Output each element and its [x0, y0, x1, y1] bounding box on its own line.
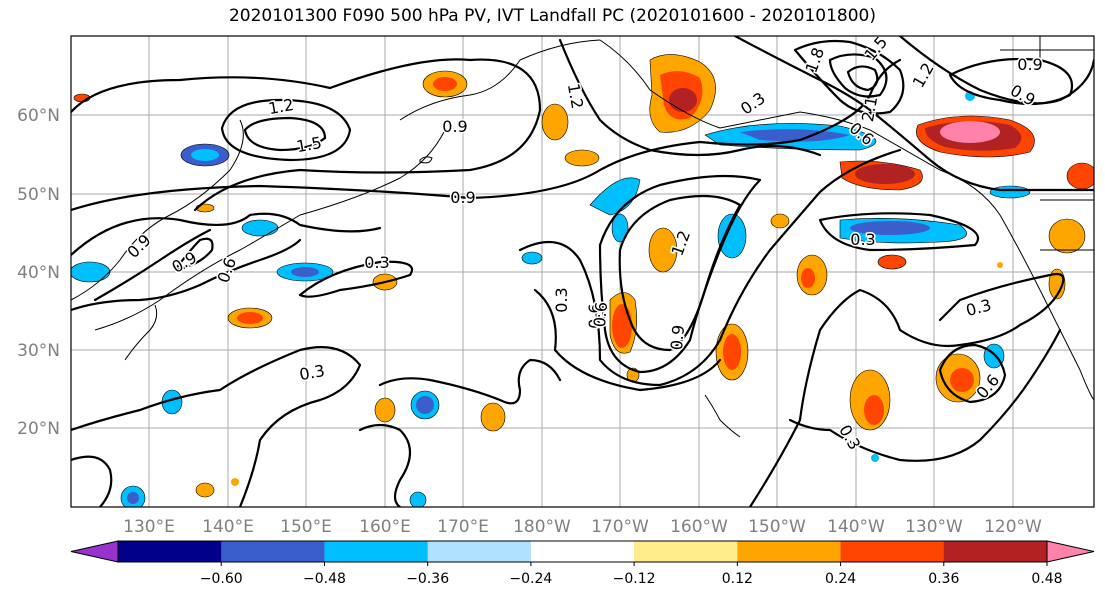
colorbar-tick-label: −0.36: [406, 571, 449, 587]
colorbar-tick-label: −0.12: [613, 571, 656, 587]
map-plot-area: 1.21.50.90.91.21.8 1.51.22.10.90.90.30.60…: [70, 35, 1095, 508]
colorbar-outline: [117, 540, 1048, 563]
contour-label: 2.1: [858, 95, 881, 123]
lon-label: 170°W: [591, 517, 649, 537]
lat-label: 30°N: [17, 341, 60, 361]
lon-label: 160°W: [670, 517, 728, 537]
lon-label: 120°W: [984, 517, 1042, 537]
colorbar-extend-high: [1046, 540, 1095, 563]
colorbar-tick-label: 0.48: [1031, 571, 1062, 587]
contour-label: 0.3: [552, 287, 571, 312]
pv-negative-shading: [71, 91, 1031, 507]
contour-label: 0.9: [667, 324, 688, 351]
colorbar-bin: [634, 541, 738, 562]
colorbar-bin: [118, 541, 222, 562]
lon-label: 180°W: [513, 517, 571, 537]
lon-label: 140°E: [202, 517, 254, 537]
lon-label: 140°W: [827, 517, 885, 537]
contour-label: 0.6: [590, 301, 611, 328]
lat-label: 40°N: [17, 263, 60, 283]
lat-label: 20°N: [17, 419, 60, 439]
lat-label: 50°N: [17, 185, 60, 205]
lat-label: 60°N: [17, 106, 60, 126]
pv-contours: [71, 36, 1094, 507]
colorbar-tick-label: −0.60: [200, 571, 243, 587]
colorbar: −0.60 −0.48 −0.36 −0.24 −0.12 0.12 0.24 0.36 0.4…: [70, 540, 1095, 587]
colorbar-tick-label: 0.12: [722, 571, 753, 587]
colorbar-bin: [427, 541, 532, 562]
lon-label: 150°E: [280, 517, 332, 537]
lon-label: 160°E: [359, 517, 411, 537]
colorbar-bin: [943, 541, 1048, 562]
lon-label: 170°E: [437, 517, 489, 537]
colorbar-tick-label: −0.24: [509, 571, 552, 587]
lon-label: 130°W: [905, 517, 963, 537]
colorbar-extend-low: [70, 540, 119, 563]
colorbar-tick-label: −0.48: [303, 571, 346, 587]
contour-label: 0.9: [1017, 55, 1042, 74]
lon-label: 150°W: [748, 517, 806, 537]
contour-label: 0.9: [450, 188, 475, 207]
colorbar-bin: [737, 541, 842, 562]
colorbar-bin: [324, 541, 429, 562]
colorbar-bin: [221, 541, 325, 562]
colorbar-bin: [530, 541, 635, 562]
colorbar-tick-label: 0.36: [928, 571, 959, 587]
contour-label: 1.5: [295, 133, 323, 156]
colorbar-bin: [840, 541, 945, 562]
map-title: 2020101300 F090 500 hPa PV, IVT Landfall…: [228, 6, 876, 26]
contour-label: 0.6: [585, 303, 604, 328]
contour-label: 0.3: [850, 230, 875, 249]
longitude-labels: 130°E 140°E 150°E 160°E 170°E 180°W 170°…: [123, 517, 1042, 537]
colorbar-tick-label: 0.24: [825, 571, 856, 587]
contour-label: 1.2: [267, 95, 295, 118]
lon-label: 130°E: [123, 517, 175, 537]
contour-label: 0.9: [442, 117, 467, 136]
contour-label: 0.3: [364, 253, 389, 272]
latitude-labels: 60°N 50°N 40°N 30°N 20°N: [17, 106, 60, 439]
